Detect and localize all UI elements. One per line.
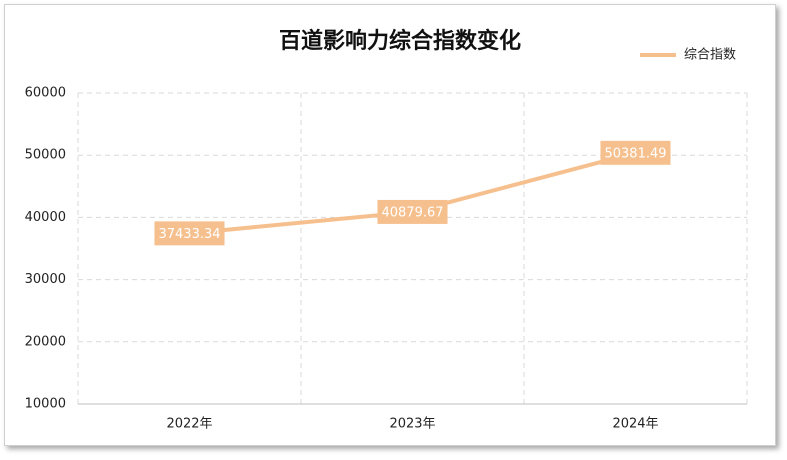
data-label: 40879.67 [381, 205, 443, 220]
y-tick-label: 30000 [25, 272, 66, 287]
y-tick-label: 20000 [25, 334, 66, 349]
data-label: 50381.49 [604, 146, 666, 161]
x-tick-label: 2023年 [389, 417, 435, 432]
y-tick-label: 40000 [25, 210, 66, 225]
x-tick-label: 2022年 [166, 417, 212, 432]
data-label-box [600, 140, 671, 165]
legend-label: 综合指数 [684, 48, 736, 63]
data-label-box [154, 221, 225, 246]
chart-frame [4, 4, 776, 446]
y-tick-label: 50000 [25, 148, 66, 163]
y-tick-label: 10000 [25, 397, 66, 412]
chart-title: 百道影响力综合指数变化 [279, 28, 521, 54]
y-tick-label: 60000 [25, 86, 66, 101]
x-tick-label: 2024年 [612, 417, 658, 432]
data-label-box [377, 199, 448, 224]
data-label: 37433.34 [158, 227, 220, 242]
